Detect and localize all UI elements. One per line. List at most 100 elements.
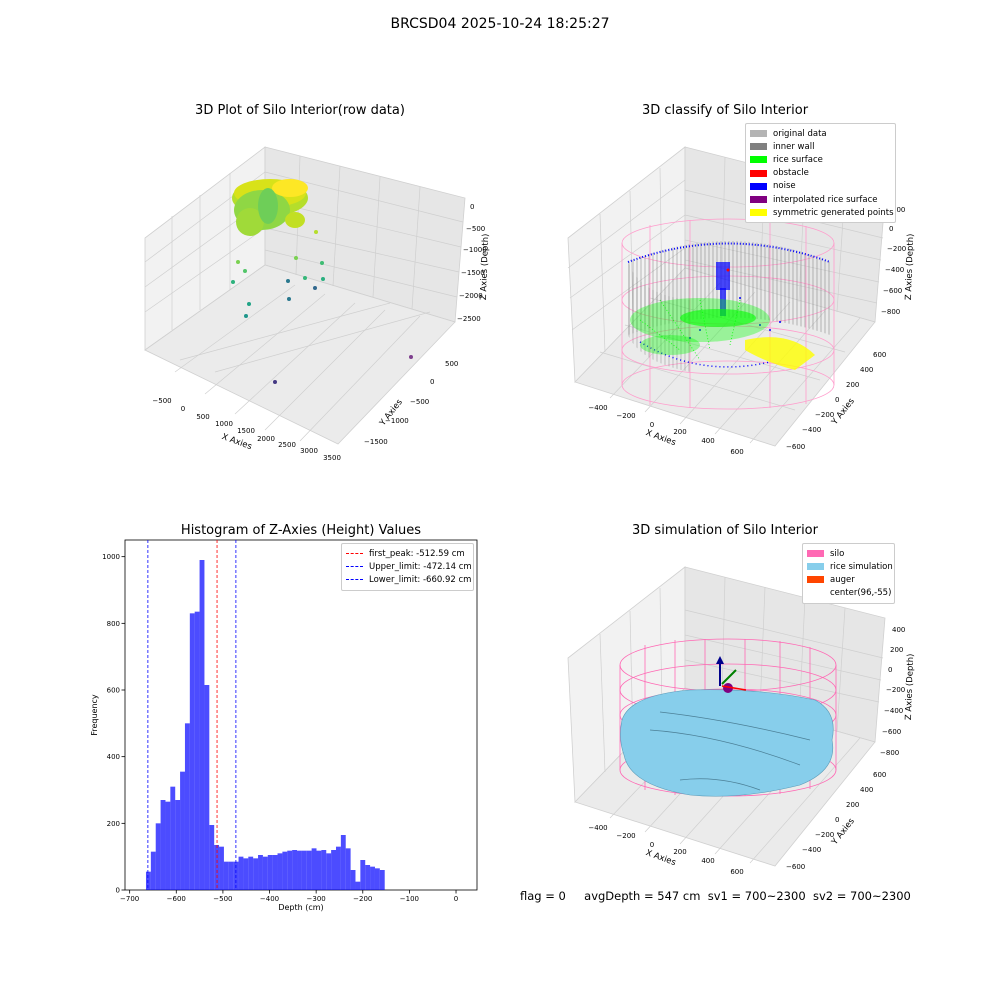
histogram-bar <box>180 771 185 890</box>
simulation-ytick: −200 <box>815 831 834 839</box>
legend-line <box>346 566 363 568</box>
simulation-rice-surface <box>620 689 834 797</box>
classify-y-ticks: 600 400 200 0 −200 −400 −600 <box>786 351 886 451</box>
legend-entry-inner-wall: inner wall <box>750 140 891 153</box>
legend-entry-first-peak: first_peak: -512.59 cm <box>346 547 469 560</box>
histogram-x-tick-label: −200 <box>353 895 372 903</box>
histogram-bar <box>175 800 181 890</box>
raw-ztick: −1500 <box>461 269 485 277</box>
legend-entry-rice-surface: rice surface <box>750 153 891 166</box>
classify-noise <box>627 242 831 368</box>
raw-ytick: −1500 <box>364 438 388 446</box>
histogram-bar <box>311 848 317 890</box>
simulation-x-ticks: −400 −200 0 200 400 600 <box>588 824 743 876</box>
histogram-bar <box>331 850 336 890</box>
histogram-x-tick-label: −100 <box>400 895 419 903</box>
legend-label: rice surface <box>773 154 823 165</box>
histogram-bar <box>360 860 366 890</box>
histogram-reference-lines <box>147 540 237 890</box>
histogram-bar <box>209 825 215 890</box>
classify-ytick: −600 <box>786 443 805 451</box>
simulation-z-ticks: 400 200 0 −200 −400 −600 −800 <box>880 626 905 757</box>
sv2-text: sv2 = 700~2300 <box>812 889 911 903</box>
classify-xtick: −200 <box>616 412 635 420</box>
histogram-chart: −700 −600 −500 −400 −300 −200 −100 0 0 200 400 600… <box>90 539 478 912</box>
legend-entry-rice-simulation: rice simulation <box>807 560 893 573</box>
histogram-y-tick-label: 0 <box>116 887 120 895</box>
histogram-x-tick-label: 0 <box>454 895 458 903</box>
simulation-ytick: −600 <box>786 863 805 871</box>
histogram-bar <box>321 850 327 890</box>
classify-xtick: −400 <box>588 404 607 412</box>
simulation-ytick: −400 <box>802 846 821 854</box>
raw-ytick: −500 <box>410 398 429 406</box>
histogram-bar <box>340 835 346 890</box>
classify-ztick: 200 <box>892 206 905 214</box>
classify-obstacle <box>726 268 730 272</box>
histogram-bar <box>170 786 176 890</box>
histogram-y-tick-label: 800 <box>107 620 120 628</box>
histogram-bar <box>355 881 361 890</box>
histogram-bar <box>243 858 249 890</box>
histogram-title: Histogram of Z-Axies (Height) Values <box>180 523 422 538</box>
legend-label: obstacle <box>773 168 809 179</box>
raw-ztick: −500 <box>466 225 485 233</box>
raw-ztick: −2500 <box>457 315 481 323</box>
raw-xtick: 2000 <box>257 435 275 443</box>
histogram-bar <box>277 853 283 890</box>
raw-plot-title: 3D Plot of Silo Interior(row data) <box>195 103 405 118</box>
histogram-bar <box>199 560 205 890</box>
simulation-ztick: 200 <box>890 646 903 654</box>
simulation-xtick: 0 <box>650 841 654 849</box>
histogram-y-tick-label: 600 <box>107 687 120 695</box>
classify-xtick: 0 <box>650 421 654 429</box>
raw-x-ticks: −500 0 500 1000 1500 2000 2500 3000 3500 <box>152 397 341 462</box>
legend-swatch <box>750 156 767 164</box>
raw-3d-plot: −500 0 500 1000 1500 2000 2500 3000 3500… <box>144 146 491 462</box>
legend-label: interpolated rice surface <box>773 194 878 205</box>
raw-scatter-outliers <box>231 230 413 384</box>
classify-ztick: −400 <box>885 266 904 274</box>
simulation-z-label: Z Axies (Depth) <box>904 653 916 720</box>
classify-x-ticks: −400 −200 0 200 400 600 <box>588 404 743 456</box>
histogram-bar <box>326 853 332 890</box>
histogram-bar <box>214 845 220 890</box>
raw-xtick: 1500 <box>237 427 255 435</box>
histogram-x-label: Depth (cm) <box>278 903 323 912</box>
simulation-xtick: −400 <box>588 824 607 832</box>
legend-label: inner wall <box>773 141 815 152</box>
legend-label: noise <box>773 181 796 192</box>
histogram-bar <box>267 855 273 890</box>
simulation-ytick: 400 <box>860 786 873 794</box>
histogram-x-tick-label: −300 <box>307 895 326 903</box>
figure-title: BRCSD04 2025-10-24 18:25:27 <box>390 16 610 32</box>
classify-xtick: 600 <box>730 448 743 456</box>
simulation-ztick: 400 <box>892 626 905 634</box>
classify-xtick: 400 <box>701 437 714 445</box>
classify-legend: original data inner wall rice surface ob… <box>745 123 896 224</box>
legend-swatch <box>750 130 767 138</box>
simulation-xtick: 400 <box>701 857 714 865</box>
histogram-bar <box>189 613 195 890</box>
legend-entry-original-data: original data <box>750 127 891 140</box>
histogram-y-tick-label: 1000 <box>102 553 120 561</box>
raw-xtick: 0 <box>181 405 185 413</box>
histogram-bar <box>282 851 288 890</box>
histogram-bar <box>150 851 156 890</box>
simulation-auger <box>716 656 747 693</box>
histogram-bar <box>301 850 307 890</box>
legend-label: rice simulation <box>830 561 893 572</box>
simulation-ztick: −200 <box>886 686 905 694</box>
histogram-x-tick-label: −700 <box>120 895 139 903</box>
classify-ytick: 600 <box>873 351 886 359</box>
histogram-bar <box>223 861 229 890</box>
status-footer: flag = 0 avgDepth = 547 cm sv1 = 700~230… <box>520 889 911 903</box>
histogram-x-ticks: −700 −600 −500 −400 −300 −200 −100 0 <box>120 890 458 903</box>
legend-swatch <box>750 169 767 177</box>
classify-ytick: −400 <box>802 426 821 434</box>
simulation-legend: silo rice simulation auger center(96,-55… <box>802 543 895 604</box>
raw-z-label: Z Axies (Depth) <box>479 233 491 300</box>
legend-label: symmetric generated points <box>773 207 894 218</box>
flag-text: flag = 0 <box>520 889 566 903</box>
simulation-ztick: −400 <box>884 707 903 715</box>
